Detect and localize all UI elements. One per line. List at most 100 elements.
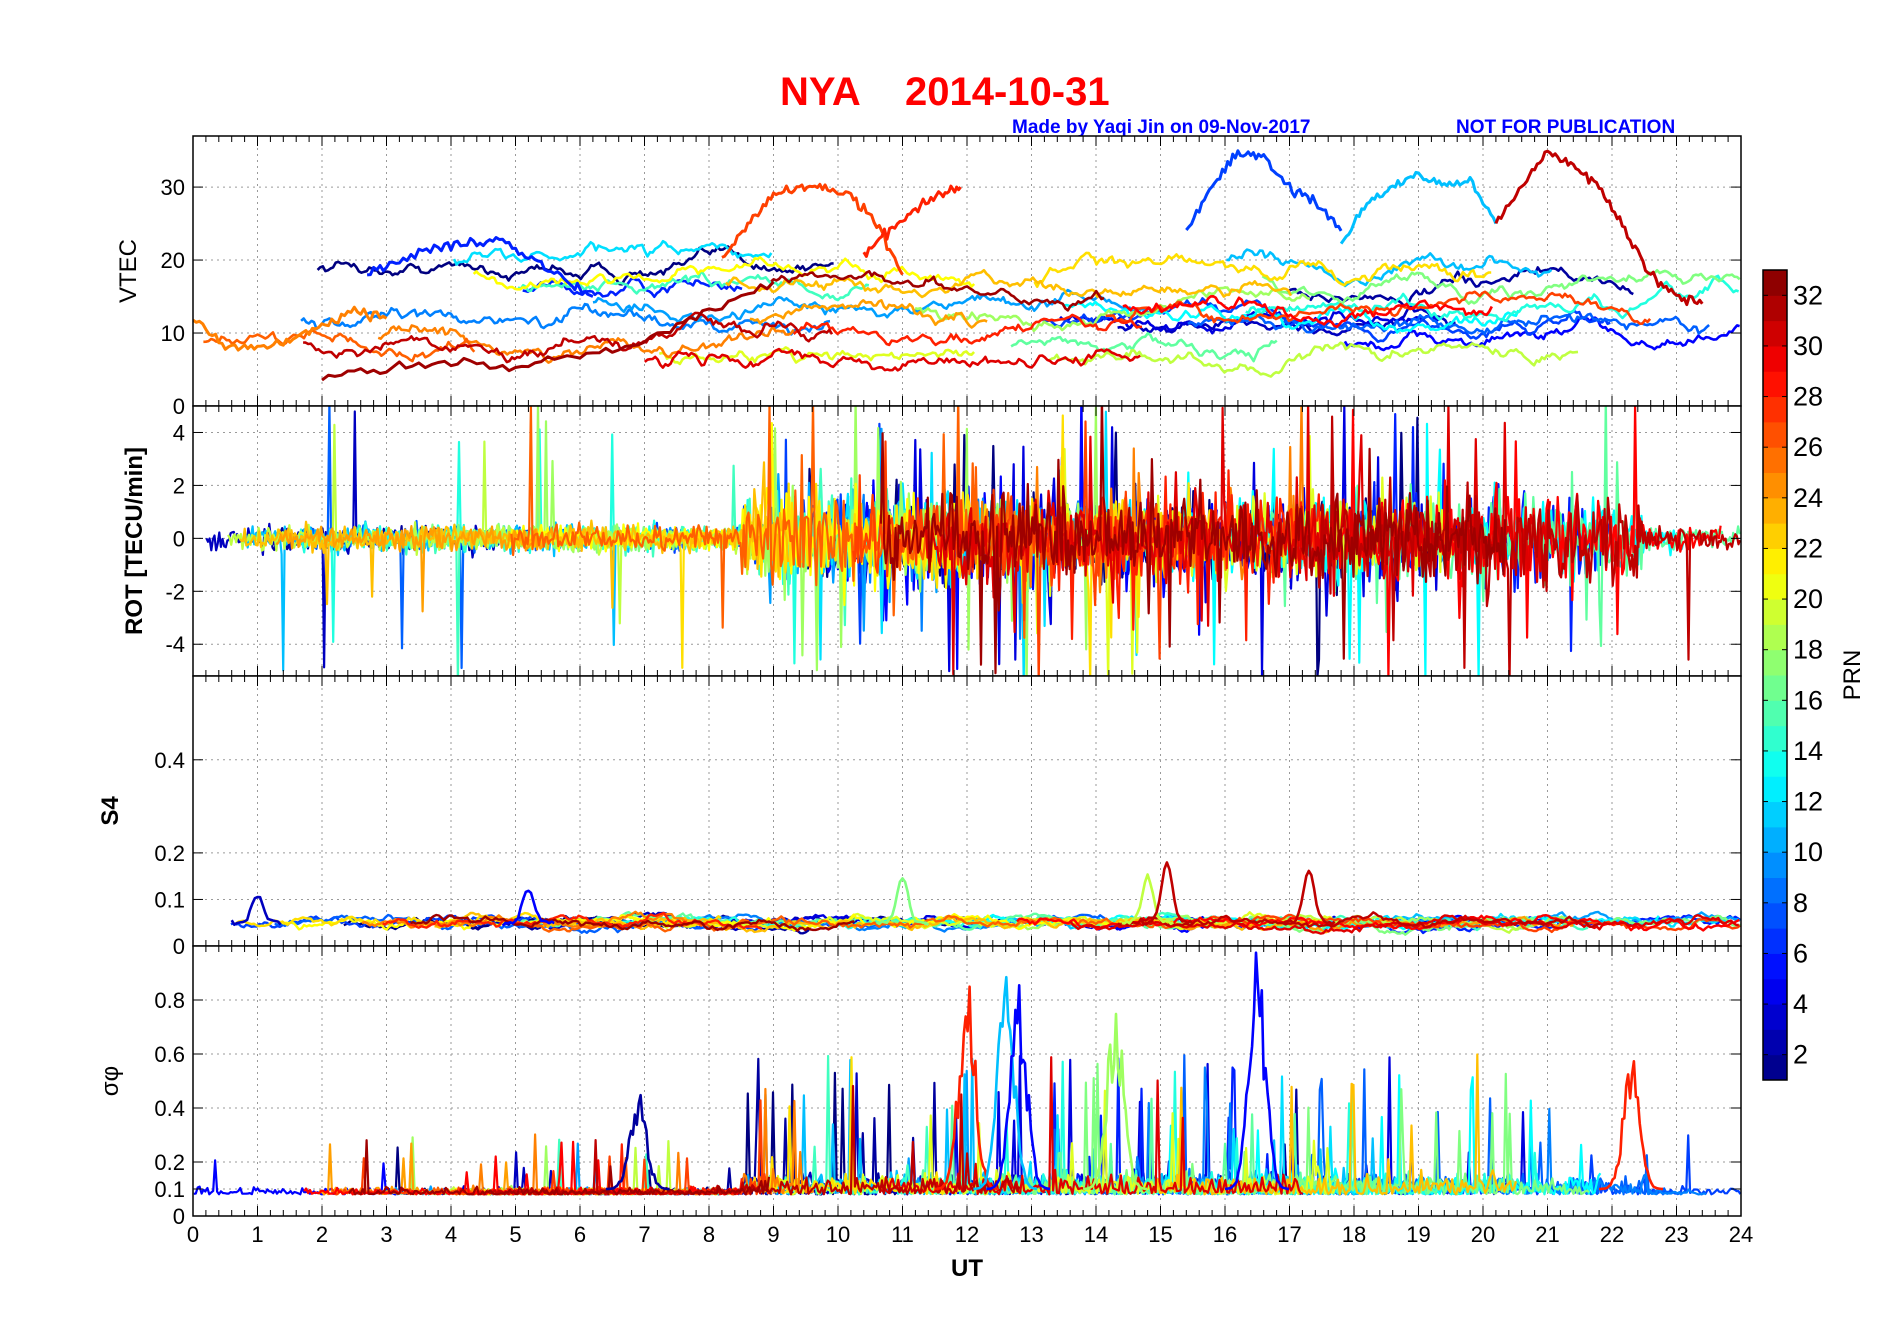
colorbar-tick-label: 28	[1793, 382, 1823, 412]
vtec-trace	[862, 184, 962, 258]
x-tick-label: 21	[1535, 1222, 1559, 1247]
rot-trace	[275, 525, 555, 613]
vtec-trace	[1245, 274, 1740, 322]
s4-trace	[1117, 911, 1601, 929]
x-tick-label: 20	[1471, 1222, 1495, 1247]
colorbar-band	[1763, 877, 1787, 904]
vtec-trace	[721, 182, 904, 276]
colorbar-tick-label: 32	[1793, 280, 1823, 310]
x-tick-label: 13	[1019, 1222, 1043, 1247]
colorbar-band	[1763, 725, 1787, 752]
colorbar-tick-label: 16	[1793, 685, 1823, 715]
colorbar-tick-label: 20	[1793, 584, 1823, 614]
colorbar-band	[1763, 675, 1787, 701]
colorbar-tick-label: 26	[1793, 432, 1823, 462]
x-tick-label: 3	[380, 1222, 392, 1247]
rot-trace	[879, 406, 1507, 675]
s4-peak	[1121, 873, 1174, 926]
colorbar-band	[1763, 750, 1787, 777]
y-tick-label: 20	[161, 248, 185, 273]
y-tick-label: 2	[173, 473, 185, 498]
sigma-peak	[605, 1093, 670, 1191]
y-tick-label: -2	[165, 579, 185, 604]
colorbar-band	[1763, 548, 1787, 575]
title-station: NYA	[780, 70, 861, 114]
colorbar-tick-label: 18	[1793, 635, 1823, 665]
s4-peak	[1282, 869, 1336, 926]
y-tick-label: 0.4	[154, 1096, 185, 1121]
vtec-trace	[1339, 170, 1498, 245]
vtec-panel: 0 10 20 30 VTEC	[115, 135, 1742, 419]
y-tick-label: 0	[173, 526, 185, 551]
vtec-trace	[366, 236, 594, 298]
sigma-phi-ylabel: σφ	[97, 1066, 124, 1096]
title-date: 2014-10-31	[905, 70, 1110, 114]
sigma-peak	[1224, 951, 1289, 1191]
colorbar-tick-label: 2	[1793, 1040, 1808, 1070]
x-tick-label: 9	[767, 1222, 779, 1247]
x-tick-label: 23	[1664, 1222, 1688, 1247]
colorbar-band	[1763, 472, 1787, 499]
colorbar-band	[1763, 396, 1787, 423]
rot-ylabel: ROT [TECU/min]	[121, 447, 148, 635]
x-tick-label: 5	[509, 1222, 521, 1247]
colorbar-band	[1763, 497, 1787, 524]
colorbar-tick-label: 4	[1793, 989, 1808, 1019]
vtec-trace	[1105, 290, 1652, 325]
x-tick-label: 6	[574, 1222, 586, 1247]
vtec-trace	[321, 280, 775, 382]
y-tick-label: 0.2	[154, 841, 185, 866]
y-tick-label: -4	[165, 632, 185, 657]
y-tick-label: 0.1	[154, 887, 185, 912]
colorbar-band	[1763, 345, 1787, 372]
x-tick-label: 10	[826, 1222, 850, 1247]
x-axis-label: UT	[951, 1255, 983, 1282]
x-tick-label: 11	[891, 1222, 914, 1247]
colorbar-band	[1763, 649, 1787, 676]
vtec-trace	[1261, 269, 1741, 305]
colorbar-band	[1763, 852, 1787, 878]
x-tick-label: 0	[187, 1222, 199, 1247]
sigma-peak	[973, 975, 1038, 1191]
vtec-trace	[1187, 312, 1710, 335]
x-tick-label: 14	[1084, 1222, 1108, 1247]
sigma-peak	[986, 984, 1051, 1191]
s4-ylabel: S4	[97, 796, 124, 826]
colorbar-band	[1763, 1029, 1787, 1056]
credit-text: Made by Yaqi Jin on 09-Nov-2017	[1012, 117, 1310, 138]
sigma-trace	[1151, 1053, 1518, 1196]
colorbar-band	[1763, 421, 1787, 448]
colorbar-band	[1763, 801, 1787, 828]
vtec-trace	[592, 288, 1164, 324]
sigma-phi-panel: 00.10.20.40.60.80 1 2 3 4 5 6 7 8 9 10 11 12 13 14 15 16…	[97, 945, 1753, 1282]
colorbar-band	[1763, 1054, 1787, 1081]
colorbar-band	[1763, 447, 1787, 473]
vtec-trace	[643, 347, 1141, 372]
colorbar-band	[1763, 826, 1787, 853]
x-tick-label: 15	[1148, 1222, 1172, 1247]
s4-peak	[230, 895, 282, 926]
colorbar-tick-label: 30	[1793, 331, 1823, 361]
vtec-trace	[203, 329, 476, 363]
vtec-ylabel: VTEC	[115, 239, 142, 303]
vtec-trace	[1494, 149, 1704, 307]
vtec-trace	[1185, 149, 1343, 232]
vtec-trace	[452, 239, 773, 266]
colorbar-band	[1763, 270, 1787, 296]
s4-panel: 0 0.1 0.2 0.4 S4	[97, 675, 1742, 959]
vtec-trace	[1010, 332, 1278, 363]
colorbar-band	[1763, 776, 1787, 803]
colorbar-band	[1763, 1004, 1787, 1030]
y-tick-label: 0.8	[154, 988, 185, 1013]
colorbar-tick-label: 10	[1793, 837, 1823, 867]
colorbar-band	[1763, 573, 1787, 600]
y-tick-label: 0	[173, 934, 185, 959]
vtec-trace	[792, 313, 1143, 347]
rot-panel: -4 -2 0 2 4 ROT [TECU/min]	[121, 405, 1742, 677]
y-tick-label: 0.1	[154, 1177, 185, 1202]
s4-trace	[410, 913, 855, 932]
y-tick-label: 10	[161, 321, 185, 346]
vtec-trace	[300, 302, 831, 336]
colorbar-band	[1763, 902, 1787, 929]
